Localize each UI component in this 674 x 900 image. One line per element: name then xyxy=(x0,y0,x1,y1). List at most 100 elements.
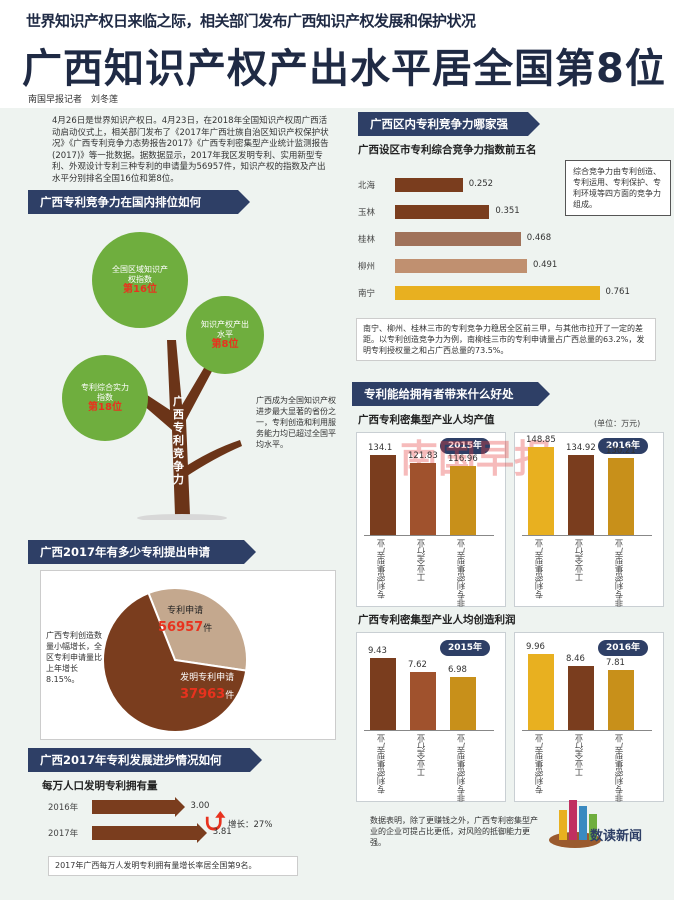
tree-illustration xyxy=(128,340,242,520)
value-bar-label: 134.1 xyxy=(368,443,393,454)
kicker: 世界知识产权日来临之际，相关部门发布广西知识产权发展和保护状况 xyxy=(26,12,476,30)
pie-total-value: 56957 xyxy=(158,620,204,635)
pie-invent-label: 发明专利申请 xyxy=(180,673,235,683)
value-bar-label: 121.83 xyxy=(408,450,438,461)
chart1-year-badge-2015: 2015年 xyxy=(440,438,491,454)
city-chart-subtitle: 广西设区市专利综合竞争力指数前五名 xyxy=(358,144,537,156)
city-section-banner: 广西区内专利竞争力哪家强 xyxy=(358,112,540,136)
city-bar xyxy=(395,205,490,219)
pie-total-unit: 件 xyxy=(203,624,213,634)
applications-note: 广西专利创造数量小幅增长，全区专利申请量比上年增长8.15%。 xyxy=(46,631,102,684)
city-bar-value: 0.761 xyxy=(605,287,630,297)
chart1-title: 广西专利密集型产业人均产值 xyxy=(358,414,495,426)
progress-subtitle: 每万人口发明专利拥有量 xyxy=(42,780,158,792)
progress-footnote: 2017年广西每万人发明专利拥有量增长率居全国第9名。 xyxy=(48,856,298,876)
bubble-ip-output-level: 知识产权产出水平 第8位 xyxy=(186,296,264,374)
pie-invent-value: 37963 xyxy=(180,687,226,702)
pie-slice xyxy=(102,591,248,733)
value-bar-label: 116.96 xyxy=(448,453,478,464)
chart-axis xyxy=(364,730,494,731)
chart2-year-badge-2015: 2015年 xyxy=(440,640,491,656)
benefit-section-banner: 专利能给拥有者带来什么好处 xyxy=(352,382,550,406)
city-bar-label: 柳州 xyxy=(358,262,376,272)
value-bar-label: 9.96 xyxy=(526,642,545,653)
value-bar-label: 148.85 xyxy=(526,434,556,445)
category-label: 工业全行业 xyxy=(417,734,427,777)
category-label: 专利密集型产业 xyxy=(377,734,387,794)
header xyxy=(0,0,674,112)
brand-label: 数读新闻 xyxy=(590,829,643,844)
growth-label: 增长：27% xyxy=(228,820,273,830)
chart1-unit: (单位：万元) xyxy=(594,419,641,428)
bubble-rank: 第8位 xyxy=(211,339,239,350)
progress-value: 3.81 xyxy=(212,827,232,837)
byline: 南国早报记者 刘冬莲 xyxy=(28,95,119,105)
city-bar-value: 0.351 xyxy=(495,206,520,216)
city-bar xyxy=(395,286,600,300)
city-bar-label: 桂林 xyxy=(358,235,376,245)
category-label: 专利密集型产业 xyxy=(535,734,545,794)
category-label: 工业全行业 xyxy=(417,539,427,582)
growth-arrow-icon: ⮍ xyxy=(205,807,226,837)
value-bar-label: 7.62 xyxy=(408,659,427,670)
value-bar xyxy=(608,457,634,535)
value-bar xyxy=(528,654,554,730)
category-label: 专利密集型产业 xyxy=(535,539,545,599)
city-bar-value: 0.252 xyxy=(468,179,494,189)
value-bar xyxy=(450,676,476,730)
city-bar xyxy=(395,259,527,273)
value-bar-label: 9.43 xyxy=(368,646,387,657)
progress-bar-label: 2016年 xyxy=(48,803,79,813)
bubble-rank: 第18位 xyxy=(88,402,122,413)
city-bar-label: 玉林 xyxy=(358,208,376,218)
pie-total-label: 专利申请 xyxy=(167,606,204,616)
benefit-conclusion: 数据表明，除了更赚钱之外，广西专利密集型产业的企业可提占比更低，对风险的抵御能力… xyxy=(370,816,538,847)
city-bar-value: 0.468 xyxy=(526,233,552,243)
city-summary-text: 南宁、柳州、桂林三市的专利竞争力稳居全区前三甲，与其他市拉开了一定的差距。以专利… xyxy=(356,318,656,361)
value-bar xyxy=(450,465,476,535)
tree-note: 广西成为全国知识产权进步最大显著的省份之一，专利创造和利用服务能力均已超过全国平… xyxy=(256,396,336,449)
chart-axis xyxy=(364,535,494,536)
chart2-year-badge-2016: 2016年 xyxy=(598,640,649,656)
intro-text: 4月26日是世界知识产权日。4月23日，在2018年全国知识产权周广西活动启动仪… xyxy=(52,116,329,184)
value-bar-label: 6.98 xyxy=(448,664,467,675)
pie-invent-unit: 件 xyxy=(225,691,235,701)
value-bar xyxy=(608,670,634,730)
bubble-label: 知识产权产出水平 xyxy=(201,320,249,339)
city-bar xyxy=(395,178,463,192)
tree-section-banner: 广西专利竞争力在国内排位如何 xyxy=(28,190,250,214)
bubble-label: 全国区域知识产权指数 xyxy=(112,265,168,284)
category-label: 专利密集型产业 xyxy=(377,539,387,599)
value-bar xyxy=(370,455,396,535)
category-label: 非专利密集型产业 xyxy=(615,539,625,607)
value-bar-label: 7.81 xyxy=(606,658,625,669)
category-label: 工业全行业 xyxy=(575,539,585,582)
category-label: 工业全行业 xyxy=(575,734,585,777)
chart2-title: 广西专利密集型产业人均创造利润 xyxy=(358,614,516,626)
city-bar xyxy=(395,232,521,246)
bubble-regional-ip-index: 全国区域知识产权指数 第16位 xyxy=(92,232,188,328)
category-label: 非专利密集型产业 xyxy=(457,539,467,607)
progress-bar-label: 2017年 xyxy=(48,829,79,839)
value-bar-label: 8.46 xyxy=(566,653,585,664)
value-bar xyxy=(370,658,396,730)
progress-value: 3.00 xyxy=(190,801,210,811)
progress-arrow xyxy=(92,797,184,817)
category-label: 非专利密集型产业 xyxy=(615,734,625,802)
pie-invent-callout: 发明专利申请 37963件 xyxy=(180,670,234,702)
value-bar xyxy=(410,671,436,730)
value-bar xyxy=(528,446,554,535)
city-chart-note: 综合竞争力由专利创造、专利运用、专利保护、专利环境等四方面的竞争力组成。 xyxy=(565,160,671,216)
pie-slice xyxy=(147,587,248,672)
applications-section-banner: 广西2017年有多少专利提出申请 xyxy=(28,540,256,564)
value-bar xyxy=(568,454,594,535)
city-bar-label: 北海 xyxy=(358,181,376,191)
chart1-year-badge-2016: 2016年 xyxy=(598,438,649,454)
city-bar-label: 南宁 xyxy=(358,289,376,299)
pie-total-callout: 专利申请 56957件 xyxy=(158,603,212,635)
city-bar-value: 0.491 xyxy=(532,260,558,270)
trunk-label: 广西专利竞争力 xyxy=(173,395,184,486)
building-stack-icon xyxy=(549,800,601,848)
applications-pie-chart xyxy=(102,587,248,733)
value-bar-label: 134.92 xyxy=(566,442,596,453)
